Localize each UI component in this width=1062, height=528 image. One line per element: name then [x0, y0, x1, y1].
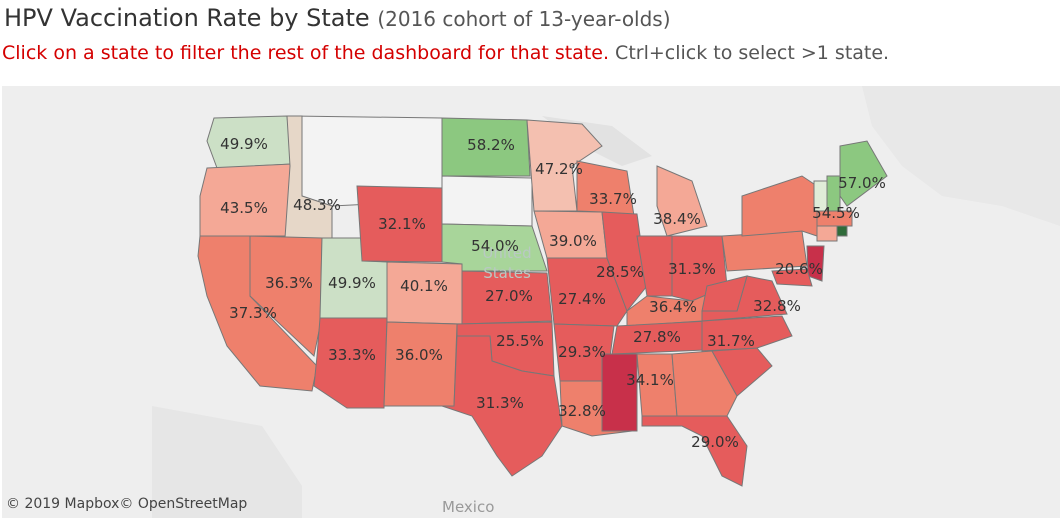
label-il: 28.5%: [596, 263, 644, 281]
label-tx: 31.3%: [476, 394, 524, 412]
state-new-hampshire[interactable]: [826, 175, 841, 212]
place-mexico: Mexico: [442, 498, 495, 516]
label-nc: 31.7%: [707, 332, 755, 350]
state-missouri[interactable]: [546, 257, 628, 327]
label-wy: 32.1%: [378, 215, 426, 233]
label-ne: 54.0%: [471, 237, 519, 255]
dashboard-header: HPV Vaccination Rate by State (2016 coho…: [0, 0, 1062, 86]
label-ia: 39.0%: [549, 232, 597, 250]
label-in: 31.3%: [668, 260, 716, 278]
label-ms: 34.1%: [626, 371, 674, 389]
state-maryland[interactable]: [771, 268, 813, 287]
state-illinois[interactable]: [601, 211, 648, 312]
label-co: 40.1%: [400, 277, 448, 295]
label-nv: 36.3%: [265, 274, 313, 292]
label-wa: 49.9%: [220, 135, 268, 153]
state-kansas[interactable]: [461, 270, 553, 325]
map-attribution[interactable]: © 2019 Mapbox© OpenStreetMap: [6, 496, 248, 512]
instruction-red: Click on a state to filter the rest of t…: [2, 42, 609, 64]
state-north-carolina[interactable]: [701, 315, 793, 352]
label-ky: 36.4%: [649, 298, 697, 316]
label-ar: 29.3%: [558, 343, 606, 361]
state-north-dakota[interactable]: [441, 117, 531, 177]
state-florida[interactable]: [641, 415, 748, 487]
state-new-jersey[interactable]: [806, 245, 825, 282]
state-rhode-island[interactable]: [836, 225, 848, 237]
label-va: 32.8%: [753, 297, 801, 315]
place-us-line2: States: [483, 264, 531, 282]
label-ks: 27.0%: [485, 287, 533, 305]
label-wi: 33.7%: [589, 190, 637, 208]
label-mn: 47.2%: [535, 160, 583, 178]
state-mississippi[interactable]: [601, 353, 638, 432]
title-main: HPV Vaccination Rate by State: [4, 4, 370, 32]
choropleth-map[interactable]: United States 49.9% 43.5% 48.3% 37.3% 36…: [2, 86, 1060, 518]
label-nd: 58.2%: [467, 136, 515, 154]
label-nm: 36.0%: [395, 346, 443, 364]
label-az: 33.3%: [328, 346, 376, 364]
place-us-line1: United: [482, 244, 531, 262]
page-title: HPV Vaccination Rate by State (2016 coho…: [4, 4, 671, 32]
state-michigan[interactable]: [656, 165, 708, 237]
map-canvas[interactable]: United States 49.9% 43.5% 48.3% 37.3% 36…: [2, 86, 1060, 518]
label-id: 48.3%: [293, 196, 341, 214]
label-tn: 27.8%: [633, 328, 681, 346]
state-connecticut[interactable]: [816, 225, 838, 242]
state-south-dakota[interactable]: [441, 175, 533, 227]
label-or: 43.5%: [220, 199, 268, 217]
label-me: 57.0%: [838, 174, 886, 192]
state-idaho[interactable]: [284, 115, 333, 239]
instruction-gray: Ctrl+click to select >1 state.: [615, 42, 890, 64]
canada-east-land: [862, 86, 1060, 226]
state-new-mexico[interactable]: [383, 321, 458, 407]
label-nj: 20.6%: [775, 260, 823, 278]
label-ut: 49.9%: [328, 274, 376, 292]
title-subtitle: (2016 cohort of 13-year-olds): [377, 7, 671, 31]
label-mi: 38.4%: [653, 210, 701, 228]
state-west-virginia[interactable]: [701, 275, 748, 312]
label-ok: 25.5%: [496, 332, 544, 350]
label-vt: 54.5%: [812, 204, 860, 222]
state-texas[interactable]: [441, 335, 563, 477]
state-maine[interactable]: [839, 140, 888, 207]
label-mo: 27.4%: [558, 290, 606, 308]
label-la: 32.8%: [558, 402, 606, 420]
pacific-coast-land: [152, 406, 302, 518]
state-nevada[interactable]: [249, 235, 323, 357]
label-fl: 29.0%: [691, 433, 739, 451]
instruction-text: Click on a state to filter the rest of t…: [2, 42, 889, 64]
label-ca: 37.3%: [229, 304, 277, 322]
